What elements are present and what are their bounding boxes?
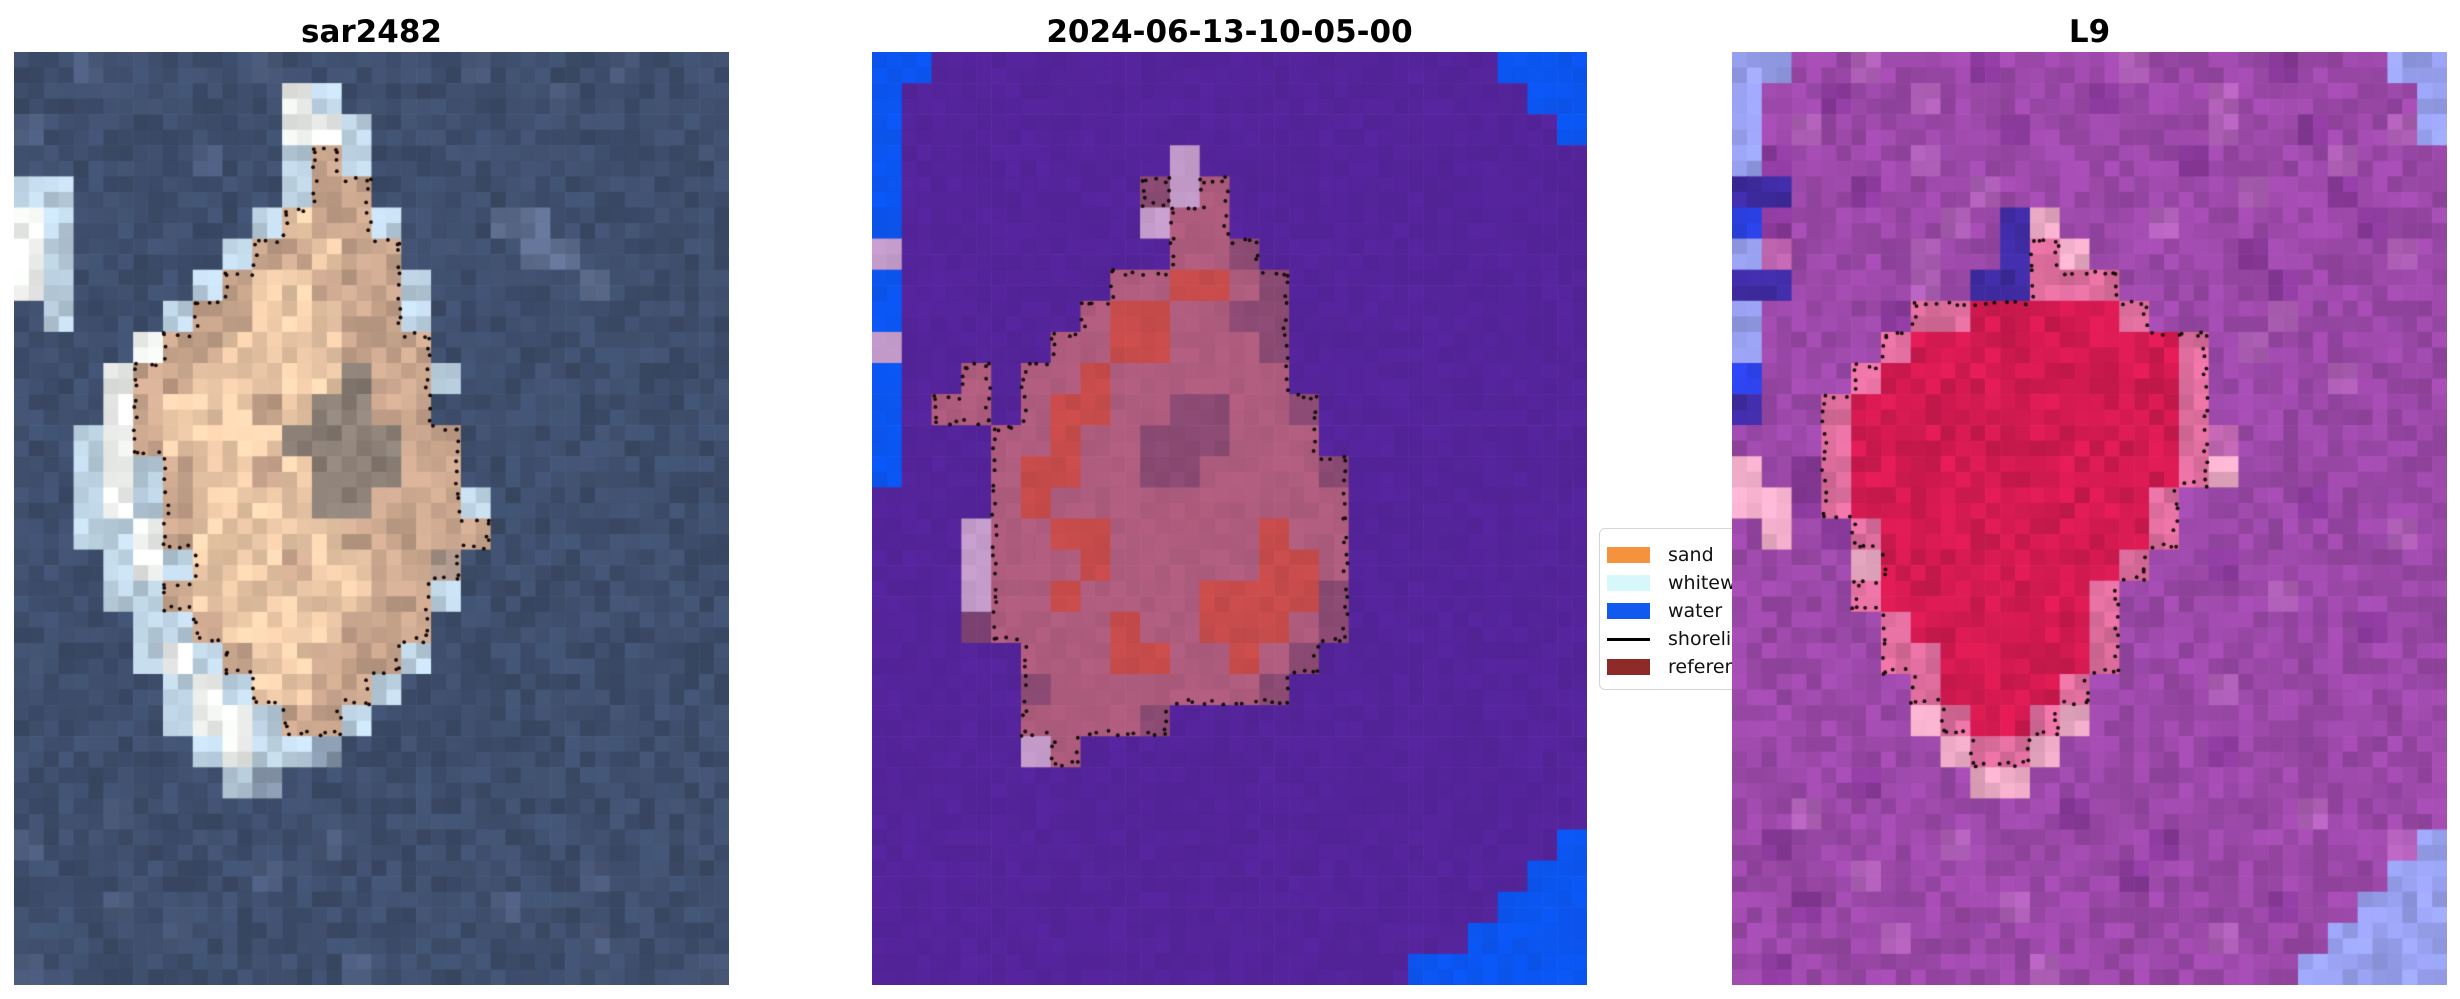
reference-swatch-icon	[1607, 659, 1650, 675]
shoreline-line-icon	[1607, 637, 1650, 641]
panel-title-date: 2024-06-13-10-05-00	[1046, 14, 1413, 50]
sar2482-image	[14, 52, 729, 985]
legend-row-sand: sand	[1607, 541, 1798, 569]
legend-label-water: water	[1668, 600, 1723, 622]
panel-title-l9: L9	[2068, 14, 2111, 50]
l9-image	[1732, 52, 2447, 985]
legend-row-water: water	[1607, 597, 1798, 625]
classification-image	[872, 52, 1587, 985]
panel-title-sar2482: sar2482	[301, 14, 442, 50]
whitewater-swatch-icon	[1607, 575, 1650, 591]
water-swatch-icon	[1607, 603, 1650, 619]
sand-swatch-icon	[1607, 547, 1650, 563]
legend-label-sand: sand	[1668, 544, 1714, 566]
